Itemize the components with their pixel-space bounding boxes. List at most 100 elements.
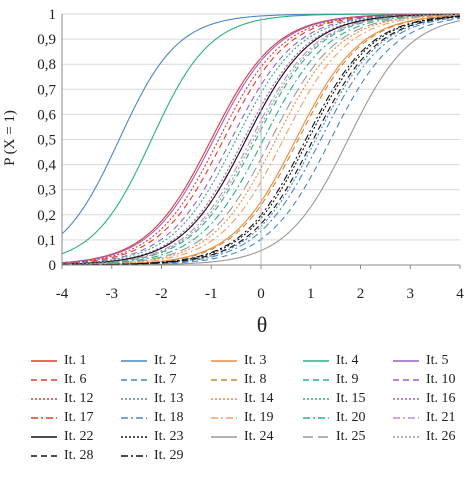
legend-label: It. 19 xyxy=(244,410,274,425)
legend-label: It. 7 xyxy=(154,372,177,387)
y-tick-label: 0,4 xyxy=(37,158,56,174)
legend-item: It. 23 xyxy=(120,428,184,446)
legend-swatch xyxy=(211,360,237,362)
legend-label: It. 8 xyxy=(244,372,267,387)
legend-swatch xyxy=(31,360,57,362)
legend-item: It. 17 xyxy=(30,409,94,427)
legend-swatch xyxy=(121,360,147,362)
legend-item: It. 15 xyxy=(302,390,366,408)
legend-item: It. 20 xyxy=(302,409,366,427)
legend-label: It. 1 xyxy=(64,353,87,368)
legend-label: It. 12 xyxy=(64,391,94,406)
legend-label: It. 4 xyxy=(336,353,359,368)
legend-item: It. 29 xyxy=(120,447,184,465)
legend-item: It. 22 xyxy=(30,428,94,446)
y-tick-label: 0,1 xyxy=(37,233,56,249)
legend-swatch xyxy=(31,436,57,438)
legend-item: It. 18 xyxy=(120,409,184,427)
x-tick-label: 2 xyxy=(357,286,365,302)
y-tick-label: 0,3 xyxy=(37,183,56,199)
legend-swatch xyxy=(31,398,57,400)
legend-label: It. 22 xyxy=(64,429,94,444)
x-tick-label: 3 xyxy=(407,286,415,302)
legend-swatch xyxy=(121,455,147,457)
series-line-it-28 xyxy=(61,16,461,266)
legend-item: It. 24 xyxy=(210,428,274,446)
legend-label: It. 15 xyxy=(336,391,366,406)
legend-swatch xyxy=(211,436,237,438)
legend-swatch xyxy=(121,417,147,419)
legend-swatch xyxy=(121,398,147,400)
y-tick-label: 0,5 xyxy=(37,133,56,149)
x-tick-label: 0 xyxy=(257,286,265,302)
legend-label: It. 3 xyxy=(244,353,267,368)
legend-item: It. 21 xyxy=(392,409,456,427)
legend-item: It. 14 xyxy=(210,390,274,408)
legend-label: It. 17 xyxy=(64,410,94,425)
legend-item: It. 16 xyxy=(392,390,456,408)
y-tick-label: 0,6 xyxy=(37,107,56,123)
series-line-it-20 xyxy=(61,14,461,266)
legend-label: It. 26 xyxy=(426,429,456,444)
legend-label: It. 16 xyxy=(426,391,456,406)
legend-item: It. 2 xyxy=(120,352,177,370)
legend-swatch xyxy=(121,379,147,381)
legend-swatch xyxy=(31,417,57,419)
legend-swatch xyxy=(303,417,329,419)
legend-swatch xyxy=(31,455,57,457)
y-tick-label: 0,2 xyxy=(37,208,56,224)
legend-swatch xyxy=(303,379,329,381)
legend-label: It. 9 xyxy=(336,372,359,387)
legend-label: It. 10 xyxy=(426,372,456,387)
legend-item: It. 3 xyxy=(210,352,267,370)
x-tick-label: -4 xyxy=(56,286,69,302)
legend-label: It. 29 xyxy=(154,448,184,463)
legend-swatch xyxy=(303,360,329,362)
legend-item: It. 8 xyxy=(210,371,267,389)
legend-swatch xyxy=(393,436,419,438)
legend-swatch xyxy=(303,398,329,400)
irt-chart: 0 0,1 0,2 0,3 0,4 0,5 0,6 0,7 0,8 0,9 1 -4 -3 -2 -1 0 1 2… xyxy=(2,7,464,337)
legend-item: It. 1 xyxy=(30,352,87,370)
series-line-it-8 xyxy=(61,15,461,266)
legend-item: It. 9 xyxy=(302,371,359,389)
legend-item: It. 26 xyxy=(392,428,456,446)
legend-swatch xyxy=(31,379,57,381)
x-tick-label: 4 xyxy=(456,286,464,302)
legend-label: It. 5 xyxy=(426,353,449,368)
y-tick-label: 0,8 xyxy=(37,57,56,73)
legend-label: It. 21 xyxy=(426,410,456,425)
y-tick-label: 0,9 xyxy=(37,32,56,48)
legend-item: It. 19 xyxy=(210,409,274,427)
legend-swatch xyxy=(211,417,237,419)
legend-swatch xyxy=(393,417,419,419)
series-line-it-23 xyxy=(61,15,461,266)
legend-label: It. 20 xyxy=(336,410,366,425)
legend-item: It. 12 xyxy=(30,390,94,408)
legend-swatch xyxy=(393,360,419,362)
legend-label: It. 6 xyxy=(64,372,87,387)
legend-swatch xyxy=(211,398,237,400)
legend-swatch xyxy=(303,436,329,438)
legend-item: It. 6 xyxy=(30,371,87,389)
x-tick-label: -3 xyxy=(106,286,119,302)
x-tick-label: 1 xyxy=(307,286,315,302)
x-tick-label: -2 xyxy=(155,286,168,302)
legend-item: It. 5 xyxy=(392,352,449,370)
legend-label: It. 13 xyxy=(154,391,184,406)
axes: 0 0,1 0,2 0,3 0,4 0,5 0,6 0,7 0,8 0,9 1 -4 -3 -2 -1 0 1 2… xyxy=(37,7,464,302)
legend-item: It. 25 xyxy=(302,428,366,446)
legend-swatch xyxy=(393,379,419,381)
legend-item: It. 4 xyxy=(302,352,359,370)
legend-swatch xyxy=(121,436,147,438)
legend-label: It. 14 xyxy=(244,391,274,406)
x-tick-label: -1 xyxy=(205,286,218,302)
y-tick-label: 0 xyxy=(49,258,57,274)
legend-label: It. 18 xyxy=(154,410,184,425)
legend-label: It. 2 xyxy=(154,353,177,368)
legend-label: It. 28 xyxy=(64,448,94,463)
y-tick-label: 1 xyxy=(49,7,57,23)
legend-label: It. 24 xyxy=(244,429,274,444)
y-tick-label: 0,7 xyxy=(37,82,56,98)
legend-item: It. 28 xyxy=(30,447,94,465)
